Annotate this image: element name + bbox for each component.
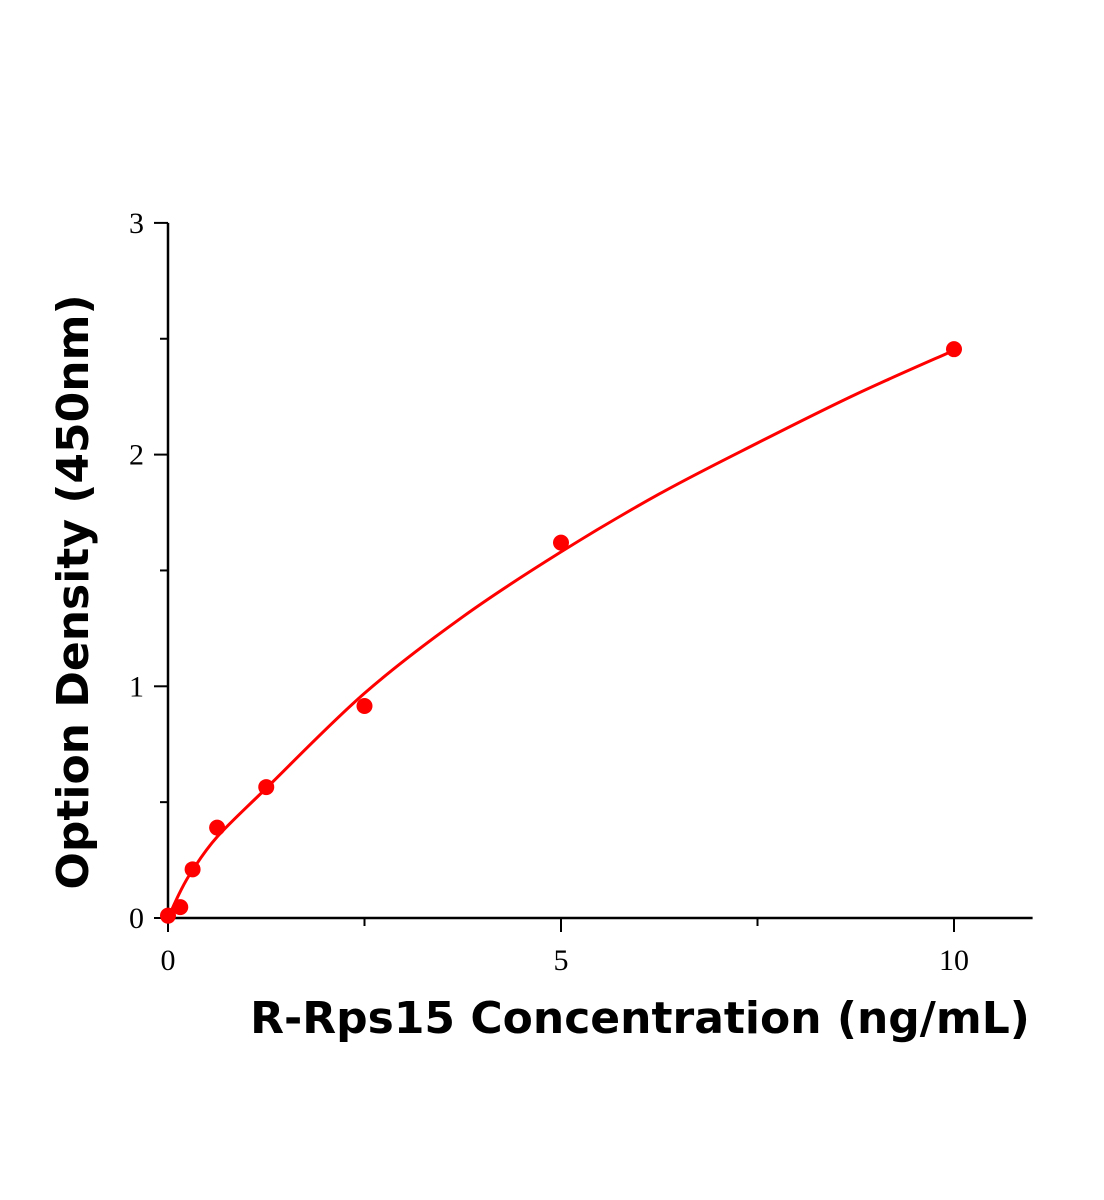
data-point	[553, 534, 569, 551]
x-tick-label: 10	[939, 944, 969, 977]
x-axis-label: R-Rps15 Concentration (ng/mL)	[250, 993, 1030, 1044]
data-point	[209, 819, 226, 836]
y-axis-label: Option Density (450nm)	[48, 294, 99, 889]
data-point	[160, 907, 176, 924]
data-point	[356, 697, 373, 714]
y-tick-label: 0	[129, 902, 144, 935]
data-point	[946, 341, 962, 358]
y-tick-label: 2	[129, 439, 144, 472]
y-tick-label: 3	[129, 207, 144, 240]
fit-curve	[166, 348, 955, 919]
data-point	[184, 861, 201, 878]
x-tick-label: 5	[554, 944, 569, 977]
data-point	[172, 899, 189, 916]
y-tick-label: 1	[129, 670, 144, 703]
x-tick-label: 0	[161, 944, 176, 977]
data-point	[258, 779, 275, 796]
